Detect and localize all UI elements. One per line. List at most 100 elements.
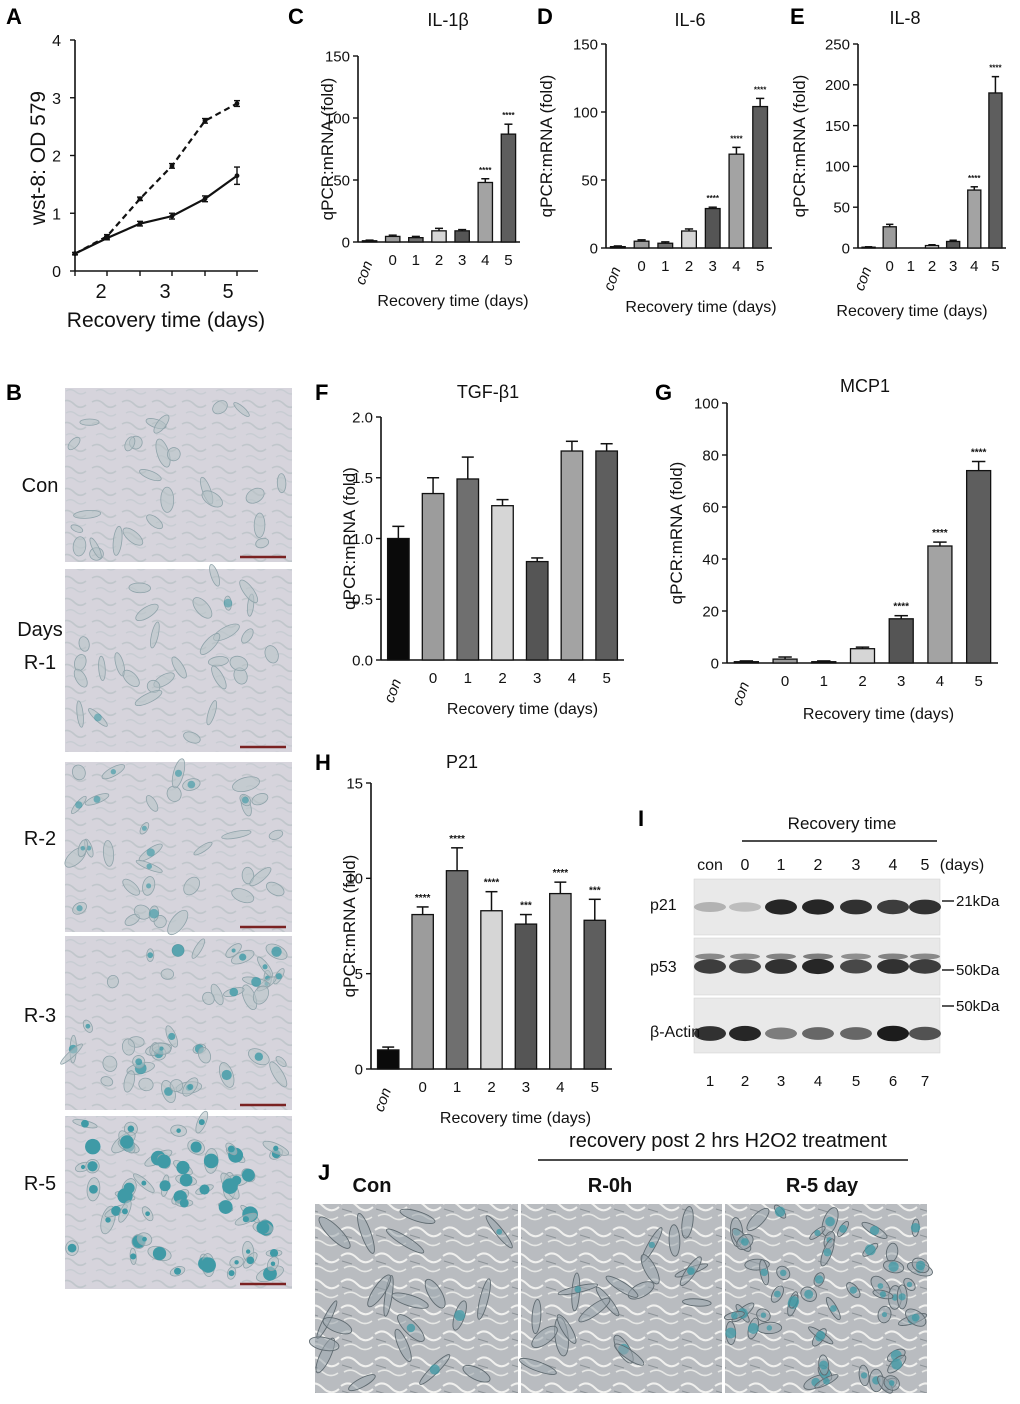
y-tick-label: 100 — [694, 395, 719, 412]
blue-stain — [747, 1323, 759, 1334]
x-tick-label: 2 — [685, 258, 693, 275]
blue-stain — [275, 973, 283, 980]
row-label-con: Con — [22, 475, 59, 497]
x-tick-label: 1 — [907, 258, 915, 275]
y-tick-label: 0 — [590, 240, 598, 257]
x-tick-label: 3 — [897, 673, 905, 690]
panel-letter-i: I — [638, 806, 644, 831]
significance-label: **** — [730, 134, 743, 143]
bar-2 — [924, 244, 940, 249]
blue-stain — [145, 1211, 150, 1217]
cell — [123, 1070, 136, 1093]
blue-stain — [429, 1364, 440, 1375]
bar-2 — [431, 230, 447, 243]
bar-1 — [445, 870, 469, 1070]
y-axis-label: wst-8: OD 579 — [27, 91, 50, 226]
blue-stain — [648, 1241, 655, 1249]
x-tick-label: 0 — [429, 670, 437, 687]
significance-label: **** — [706, 194, 719, 203]
cell — [746, 1207, 770, 1232]
cell — [308, 1336, 340, 1352]
blue-stain — [864, 1244, 876, 1256]
blue-stain — [910, 1223, 921, 1233]
cell — [153, 414, 170, 434]
band — [802, 1027, 834, 1040]
cell — [682, 1298, 712, 1307]
cell — [73, 668, 88, 688]
x-tick-label: 5 — [974, 673, 982, 690]
x-tick-label: 2 — [487, 1079, 495, 1096]
blue-stain — [242, 1216, 249, 1223]
x-axis-label: Recovery time (days) — [67, 309, 265, 332]
blue-stain — [251, 976, 262, 987]
significance-label: *** — [520, 901, 532, 912]
blue-stain — [221, 1069, 232, 1081]
panel-letter-e: E — [790, 4, 805, 29]
blue-stain — [203, 1153, 219, 1169]
blue-stain — [242, 1168, 255, 1182]
lane-label: 1 — [777, 857, 786, 874]
cell — [209, 564, 220, 587]
marker-label: 50kDa — [956, 998, 1000, 1015]
blue-stain — [760, 1268, 768, 1277]
cell — [122, 878, 141, 896]
cell — [268, 829, 284, 840]
band-upper — [695, 953, 725, 960]
y-axis-label: qPCR:mRNA (fold) — [340, 467, 359, 610]
bar-3 — [888, 618, 914, 664]
bar-con — [733, 661, 760, 664]
bar-5 — [965, 469, 992, 664]
cell — [578, 1297, 611, 1323]
blue-stain — [75, 801, 83, 809]
y-tick-label: 0.5 — [352, 592, 373, 609]
x-tick-label: con — [352, 259, 376, 288]
x-tick-label: 3 — [522, 1079, 530, 1096]
blue-stain — [231, 948, 236, 953]
blue-stain — [198, 1119, 205, 1126]
western-blot: Recovery time con 0 1 2 3 4 5 (days) p21 p53 β-Acti… — [650, 814, 1000, 1090]
blue-stain — [149, 908, 159, 919]
lane-label: con — [697, 857, 723, 874]
blue-stain — [877, 1283, 884, 1289]
blue-stain — [199, 1184, 210, 1195]
blue-stain — [146, 848, 155, 857]
data-point — [104, 235, 110, 241]
cell — [191, 938, 206, 959]
cell — [121, 1038, 136, 1056]
blue-stain — [127, 1125, 135, 1133]
y-axis-label: qPCR:mRNA (fold) — [340, 855, 359, 998]
cell — [171, 656, 187, 679]
significance-label: **** — [484, 878, 500, 889]
blue-stain — [190, 1141, 202, 1153]
blue-stain — [262, 964, 268, 970]
blue-stain — [725, 1327, 737, 1339]
blue-stain — [269, 1249, 279, 1258]
band-upper — [841, 953, 871, 960]
y-tick-label: 50 — [833, 199, 850, 216]
x-tick-label: 2 — [95, 281, 106, 303]
chart-title: IL-1β — [427, 10, 468, 30]
blue-stain — [774, 1206, 786, 1217]
x-tick-label: 1 — [453, 1079, 461, 1096]
band — [877, 959, 909, 974]
blue-stain — [406, 1323, 416, 1333]
y-tick-label: 0 — [342, 234, 350, 251]
cell — [424, 1278, 446, 1309]
band — [877, 899, 909, 915]
blue-stain — [85, 1023, 91, 1029]
blue-stain — [860, 1372, 868, 1379]
bar-3 — [704, 207, 721, 249]
y-axis-label: qPCR:mRNA (fold) — [537, 75, 556, 218]
blue-stain — [819, 1360, 829, 1370]
cell — [60, 1043, 83, 1065]
blue-stain — [766, 1325, 773, 1331]
band — [765, 1027, 797, 1040]
data-point — [169, 213, 175, 219]
blot-row-label: p21 — [650, 897, 677, 914]
cell — [206, 700, 218, 726]
blot-header: Recovery time — [788, 814, 897, 833]
x-tick-label: 2 — [928, 258, 936, 275]
cell — [197, 1046, 212, 1064]
